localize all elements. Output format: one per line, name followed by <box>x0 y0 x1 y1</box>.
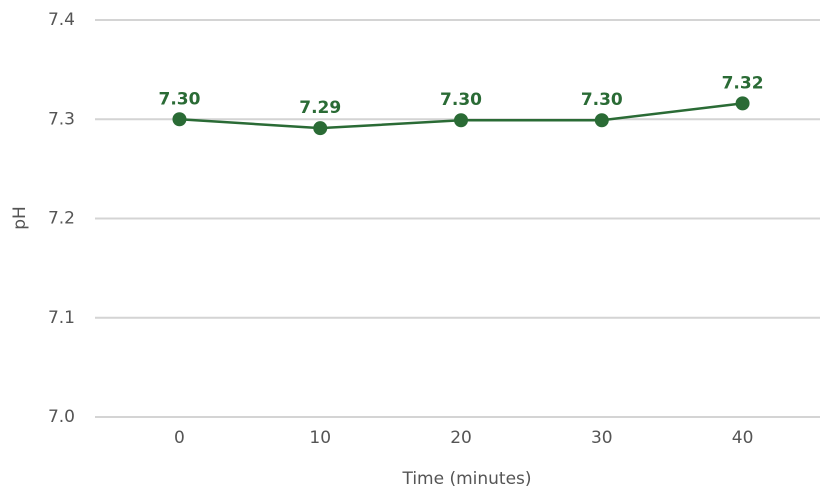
data-label: 7.30 <box>440 90 482 110</box>
y-tick-label: 7.3 <box>48 109 75 129</box>
data-label: 7.30 <box>581 90 623 110</box>
x-axis-label: Time (minutes) <box>401 469 531 489</box>
point <box>735 96 750 111</box>
data-label: 7.30 <box>158 89 200 109</box>
x-tick-label: 30 <box>591 428 613 448</box>
y-tick-label: 7.4 <box>48 10 75 30</box>
x-tick-label: 10 <box>309 428 331 448</box>
data-label: 7.32 <box>722 73 764 93</box>
data-label: 7.29 <box>299 98 341 118</box>
x-tick-label: 40 <box>732 428 754 448</box>
point <box>172 112 187 127</box>
y-tick-label: 7.1 <box>48 308 75 328</box>
y-tick-label: 7.2 <box>48 209 75 229</box>
point <box>313 121 328 136</box>
y-tick-label: 7.0 <box>48 407 75 427</box>
x-tick-label: 0 <box>174 428 185 448</box>
point <box>454 113 469 128</box>
x-tick-label: 20 <box>450 428 472 448</box>
y-axis-label: pH <box>10 206 30 230</box>
point <box>594 113 609 128</box>
